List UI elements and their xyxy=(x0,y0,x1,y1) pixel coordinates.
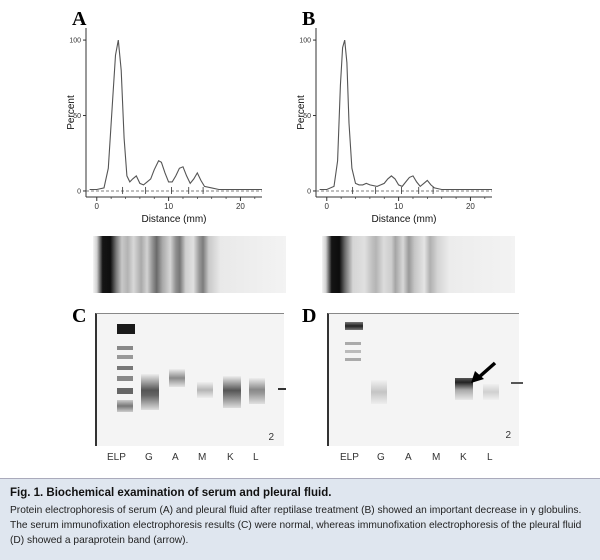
electropherogram-chart-a: 0 50 100 0 10 20 Distance (mm) Percent xyxy=(66,28,262,225)
y-axis-label: Percent xyxy=(66,95,77,130)
lane-label-m: M xyxy=(198,452,207,463)
lane-label-g: G xyxy=(145,452,153,463)
x-tick-label: 0 xyxy=(95,202,100,211)
gel-number: 2 xyxy=(505,430,511,441)
lane-k-band xyxy=(223,376,241,408)
lane-label-g: G xyxy=(377,452,385,463)
electropherogram-chart-b: 0 50 100 0 10 20 Distance (mm) Percent xyxy=(296,28,492,225)
x-tick-label: 10 xyxy=(164,202,173,211)
immunofixation-gel-c: 2 xyxy=(95,313,286,446)
elp-lane xyxy=(345,322,363,430)
application-mark xyxy=(511,382,523,384)
lane-l-band xyxy=(483,384,499,400)
y-tick-label: 50 xyxy=(73,113,81,120)
series-line xyxy=(89,39,262,191)
lane-label-elp: ELP xyxy=(340,452,359,463)
x-tick-label: 20 xyxy=(236,202,245,211)
lane-label-l: L xyxy=(253,452,259,463)
y-axis-label: Percent xyxy=(296,95,307,130)
panel-label-b: B xyxy=(302,8,316,30)
paraprotein-band xyxy=(455,378,473,400)
lane-label-a: A xyxy=(172,452,179,463)
lane-label-l: L xyxy=(487,452,493,463)
caption-body: Protein electrophoresis of serum (A) and… xyxy=(10,505,582,546)
lane-label-a: A xyxy=(405,452,412,463)
x-axis-label: Distance (mm) xyxy=(141,214,206,225)
panel-label-a: A xyxy=(72,8,87,30)
gel-number: 2 xyxy=(268,432,274,443)
application-mark xyxy=(278,388,286,390)
y-tick-label: 100 xyxy=(69,38,81,45)
panel-label-d: D xyxy=(302,305,317,327)
immunofixation-gel-d: 2 xyxy=(327,313,523,446)
x-axis-label: Distance (mm) xyxy=(371,214,436,225)
lane-l-band xyxy=(249,378,265,404)
y-tick-label: 100 xyxy=(299,38,311,45)
gel-strip-a xyxy=(93,236,286,293)
y-tick-label: 0 xyxy=(307,188,311,195)
lane-g-band xyxy=(371,380,387,404)
lane-label-elp: ELP xyxy=(107,452,126,463)
series-line xyxy=(319,39,492,191)
x-tick-label: 20 xyxy=(466,202,475,211)
lane-m-band xyxy=(197,382,213,398)
lane-label-m: M xyxy=(432,452,441,463)
figure-caption: Fig. 1. Biochemical examination of serum… xyxy=(0,478,600,560)
x-tick-label: 10 xyxy=(394,202,403,211)
x-tick-label: 0 xyxy=(325,202,330,211)
arrow-icon xyxy=(471,361,497,383)
caption-title: Fig. 1. Biochemical examination of serum… xyxy=(10,487,332,499)
lane-g-band xyxy=(141,374,159,410)
panel-label-c: C xyxy=(72,305,87,327)
elp-lane xyxy=(117,322,135,430)
y-tick-label: 50 xyxy=(303,113,311,120)
lane-label-k: K xyxy=(227,452,234,463)
lane-label-k: K xyxy=(460,452,467,463)
lane-a-band xyxy=(169,369,185,387)
y-tick-label: 0 xyxy=(77,188,81,195)
gel-strip-b xyxy=(322,236,515,293)
